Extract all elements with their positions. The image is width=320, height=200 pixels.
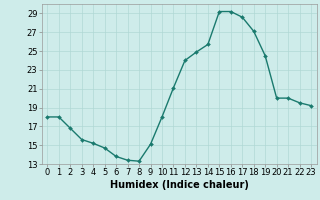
X-axis label: Humidex (Indice chaleur): Humidex (Indice chaleur) [110,180,249,190]
